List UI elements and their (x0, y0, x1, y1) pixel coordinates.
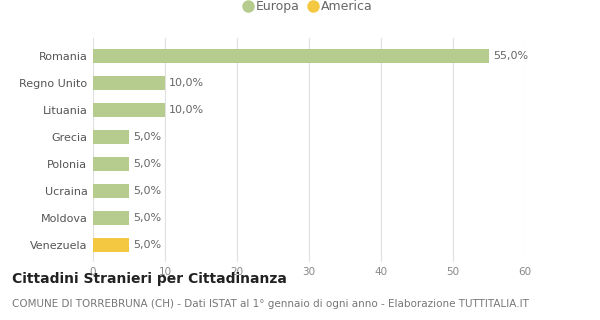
Bar (93, 211, 129, 225)
Bar (93, 238, 129, 252)
Text: 5,0%: 5,0% (133, 186, 161, 196)
Bar (93, 103, 165, 117)
Legend: Europa, America: Europa, America (240, 0, 378, 18)
Bar (93, 157, 129, 171)
Bar (93, 184, 129, 198)
Text: 5,0%: 5,0% (133, 213, 161, 223)
Text: 55,0%: 55,0% (493, 51, 529, 60)
Bar (93, 76, 165, 90)
Text: 10,0%: 10,0% (169, 105, 205, 115)
Bar (93, 130, 129, 144)
Text: COMUNE DI TORREBRUNA (CH) - Dati ISTAT al 1° gennaio di ogni anno - Elaborazione: COMUNE DI TORREBRUNA (CH) - Dati ISTAT a… (12, 299, 529, 309)
Text: 10,0%: 10,0% (169, 78, 205, 88)
Text: 5,0%: 5,0% (133, 240, 161, 250)
Text: 5,0%: 5,0% (133, 159, 161, 169)
Text: Cittadini Stranieri per Cittadinanza: Cittadini Stranieri per Cittadinanza (12, 272, 287, 286)
Text: 5,0%: 5,0% (133, 132, 161, 142)
Bar (93, 49, 489, 63)
